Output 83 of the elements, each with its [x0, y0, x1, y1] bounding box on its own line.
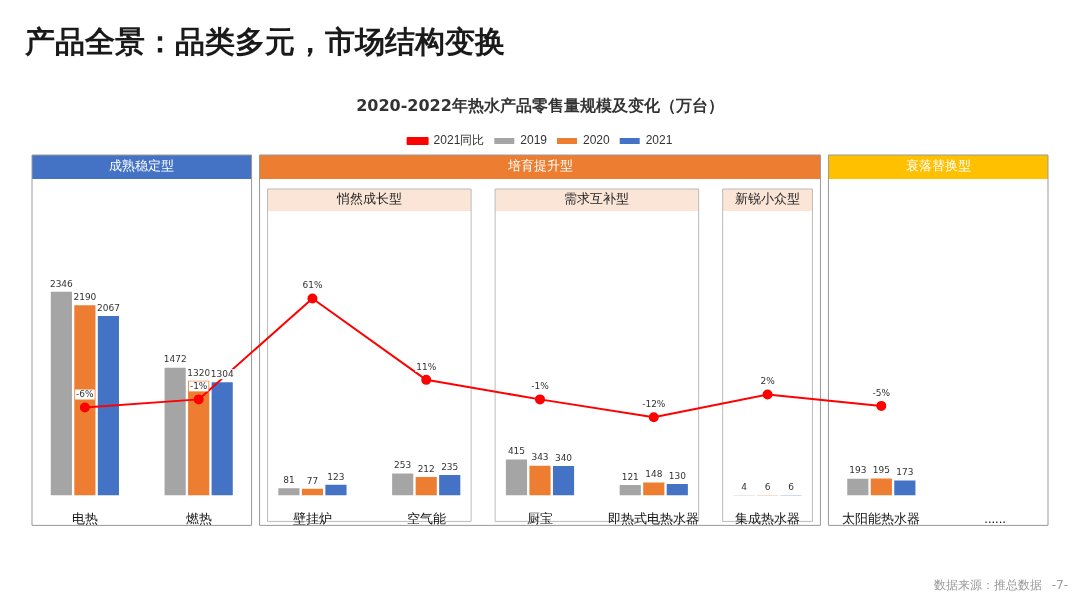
- data-label: 77: [306, 475, 319, 486]
- point: [535, 394, 545, 405]
- bar: [74, 305, 96, 496]
- point: [762, 389, 773, 400]
- data-label: 195: [872, 465, 890, 476]
- bar: [643, 482, 665, 496]
- data-label: 4: [741, 481, 748, 492]
- text: 成熟稳定型: [109, 158, 175, 174]
- point: [648, 412, 659, 423]
- bar: [415, 477, 437, 496]
- point: [307, 293, 318, 304]
- bar: [505, 459, 528, 496]
- data-label: 343: [531, 452, 549, 463]
- data-label: -1%: [189, 381, 208, 392]
- data-label: 235: [441, 461, 459, 472]
- data-label: -6%: [76, 389, 95, 400]
- data-label: 148: [645, 469, 663, 480]
- legend-label: 2020: [583, 133, 611, 148]
- legend-label: 2021同比: [433, 133, 485, 148]
- text: 衰落替换型: [905, 158, 971, 174]
- data-label: 1320: [187, 367, 211, 378]
- bar: [529, 465, 551, 496]
- data-label: 61%: [302, 280, 323, 291]
- data-label: 11%: [416, 361, 437, 372]
- data-label: 2346: [49, 278, 74, 289]
- data-label: 1304: [210, 369, 234, 380]
- bar: [870, 478, 892, 496]
- data-label: -1%: [531, 381, 550, 392]
- legend-label: 2019: [520, 133, 548, 148]
- x-tick-label: 壁挂炉: [292, 510, 332, 526]
- point: [876, 400, 887, 411]
- data-label: -12%: [642, 399, 666, 410]
- x-tick-label: 厨宝: [527, 510, 553, 526]
- data-label: 6: [788, 481, 795, 492]
- x-tick-label: ......: [984, 510, 1006, 526]
- text: 悄然成长型: [335, 191, 402, 207]
- bar: [50, 291, 72, 496]
- text: 培育提升型: [506, 158, 573, 174]
- data-label: 2190: [73, 292, 97, 303]
- x-tick-label: 集成热水器: [735, 510, 801, 526]
- data-label: 121: [621, 471, 639, 482]
- point: [79, 402, 90, 413]
- data-label: 6: [764, 481, 771, 492]
- bar: [278, 488, 300, 496]
- data-label: 123: [327, 471, 345, 482]
- x-tick-label: 即热式电热水器: [608, 510, 700, 526]
- data-label: 81: [283, 475, 295, 486]
- text: 新锐小众型: [735, 191, 801, 207]
- bar: [552, 465, 575, 496]
- bar: [188, 380, 210, 496]
- bar: [164, 367, 186, 496]
- data-label: 253: [394, 460, 412, 471]
- x-tick-label: 燃热: [185, 510, 212, 526]
- text: 需求互补型: [564, 191, 630, 207]
- point: [421, 374, 432, 385]
- bar: [392, 473, 414, 496]
- data-label: 193: [849, 465, 867, 476]
- bar: [97, 315, 119, 496]
- data-label: -5%: [872, 387, 891, 398]
- bar: [894, 480, 916, 496]
- bar: [439, 475, 461, 496]
- bar: [666, 484, 688, 496]
- bar: [211, 382, 233, 496]
- x-tick-label: 空气能: [406, 510, 446, 526]
- data-label: 415: [507, 446, 526, 457]
- data-label: 1472: [163, 354, 187, 365]
- bar: [619, 484, 641, 496]
- x-tick-label: 太阳能热水器: [842, 510, 921, 526]
- bar: [847, 478, 869, 496]
- bar: [325, 484, 347, 496]
- data-label: 340: [554, 452, 573, 463]
- chart-title: 产品全景：品类多元，市场结构变换: [25, 23, 505, 61]
- point: [193, 394, 204, 405]
- text: -7-: [1051, 578, 1068, 592]
- x-tick-label: 电热: [71, 510, 98, 526]
- data-label: 173: [896, 467, 914, 478]
- data-label: 2067: [96, 302, 120, 313]
- data-label: 130: [668, 470, 687, 481]
- source-note: 数据来源：推总数据: [933, 578, 1042, 592]
- data-label: 212: [417, 463, 435, 474]
- legend-label: 2021: [645, 133, 673, 148]
- data-label: 2%: [760, 376, 776, 387]
- chart-subtitle: 2020-2022年热水产品零售量规模及变化（万台）: [355, 96, 725, 117]
